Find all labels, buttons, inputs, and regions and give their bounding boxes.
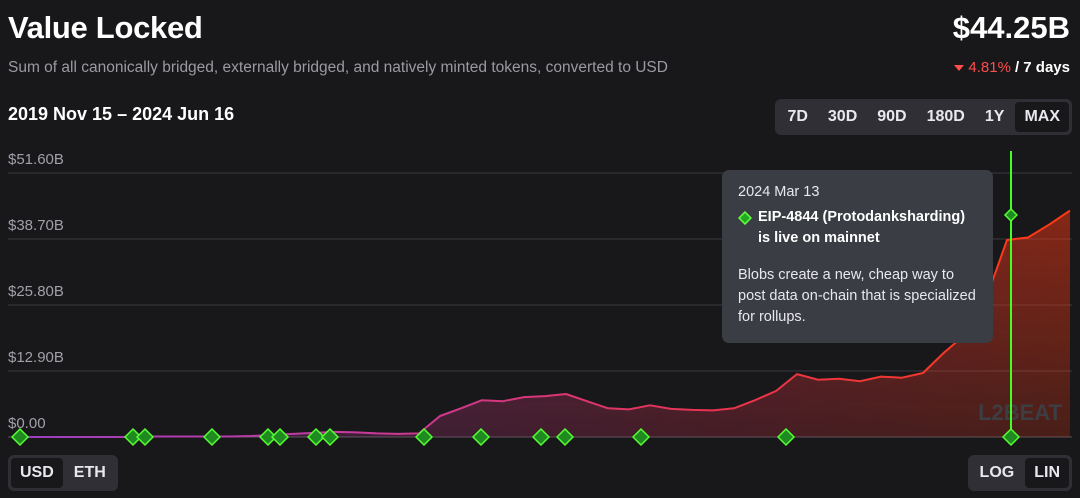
watermark: L2BEAT [978,400,1062,425]
tooltip-description: Blobs create a new, cheap way to post da… [738,267,976,325]
y-tick-label: $12.90B [8,349,64,366]
toggle-button[interactable]: LOG [979,464,1015,481]
y-tick-label: $38.70B [8,217,64,234]
tooltip-diamond [738,211,752,225]
toggle-button[interactable]: 7D [787,108,808,125]
toggle-button[interactable]: 30D [827,108,858,125]
toggle-button[interactable]: ETH [73,464,106,481]
date-range: 2019 Nov 15 – 2024 Jun 16 [8,104,235,124]
chart: $0.00 $12.90B $25.80B $38.70B $51.60B L2BEAT [8,151,1072,447]
area [20,210,1070,437]
milestone-marker [320,427,340,447]
toggle-button[interactable]: USD [11,458,63,488]
down-arrow [954,64,965,71]
tooltip-date: 2024 Mar 13 [738,184,820,200]
milestone-marker [776,427,796,447]
milestone-marker [10,427,30,447]
scale-buttons: LOG LIN [967,455,1072,491]
milestone-marker [123,427,143,447]
tooltip-heading: EIP-4844 (Protodanksharding) is live on … [738,207,977,249]
y-tick-label: $0.00 [8,415,46,432]
milestones [10,207,1021,447]
milestone-marker [555,427,575,447]
milestone-marker [1003,207,1019,223]
milestone-marker [270,427,290,447]
tooltip-title: EIP-4844 (Protodanksharding) is live on … [758,209,966,246]
y-tick-label: $25.80B [8,283,64,300]
toggle-button[interactable]: LIN [1025,458,1069,488]
milestone-marker [471,427,491,447]
subtitle: Sum of all canonically bridged, external… [8,59,668,76]
currency-buttons: USD ETH [8,455,118,491]
total-value: $44.25B [952,10,1070,45]
title: Value Locked [8,10,203,45]
line [20,209,1071,438]
change-period: / 7 days [1014,59,1070,76]
toggle-button[interactable]: 180D [926,108,965,125]
change-percent: 4.81% [968,59,1011,76]
toggle-button[interactable]: MAX [1015,102,1069,132]
milestone-marker [531,427,551,447]
change: 4.81% / 7 days [954,59,1070,76]
down-arrow-shape [954,64,965,71]
y-tick-label: $51.60B [8,151,64,168]
milestone-marker [414,427,434,447]
milestone-marker [306,427,326,447]
toggle-button[interactable]: 90D [877,108,907,125]
toggle-button[interactable]: 1Y [984,108,1005,125]
range-buttons: 7D 30D 90D 180D 1Y MAX [775,99,1072,135]
milestone-marker [1001,427,1021,447]
milestone-marker [631,427,651,447]
milestone-marker [202,427,222,447]
tooltip-icon [738,211,752,225]
data [20,209,1071,438]
milestone-marker [135,427,155,447]
tooltip: 2024 Mar 13 EIP-4844 (Protodanksharding)… [722,170,993,343]
milestone-marker [258,427,278,447]
